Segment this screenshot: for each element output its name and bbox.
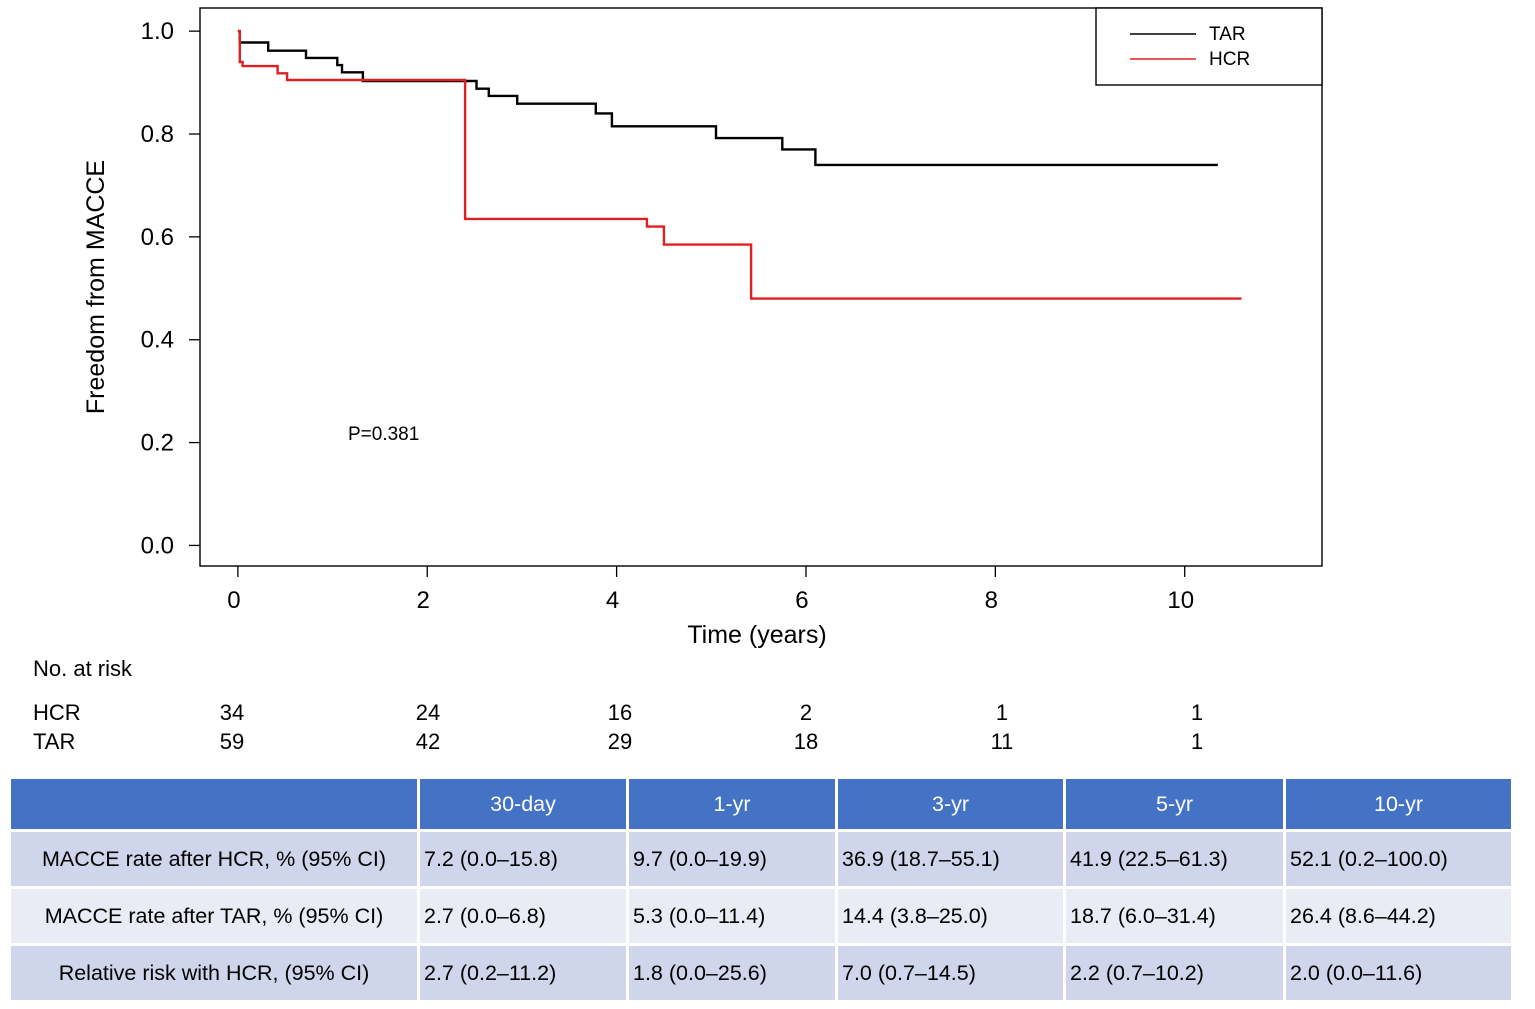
table-cell: 14.4 (3.8–25.0) — [838, 889, 1063, 943]
row-label: Relative risk with HCR, (95% CI) — [11, 946, 417, 1000]
table-cell: 2.2 (0.7–10.2) — [1066, 946, 1283, 1000]
y-tick-label: 0.0 — [141, 532, 174, 559]
x-axis-label: Time (years) — [687, 621, 826, 649]
table-row: MACCE rate after HCR, % (95% CI) 7.2 (0.… — [11, 832, 1511, 886]
table-cell: 2.0 (0.0–11.6) — [1286, 946, 1511, 1000]
table-cell: 9.7 (0.0–19.9) — [629, 832, 835, 886]
x-tick-label: 6 — [795, 587, 808, 614]
table-row: MACCE rate after TAR, % (95% CI) 2.7 (0.… — [11, 889, 1511, 943]
risk-value: 1 — [1190, 700, 1204, 725]
series-line-hcr — [237, 29, 1242, 300]
risk-value: 34 — [219, 700, 245, 725]
risk-value: 1 — [995, 700, 1009, 725]
y-axis: 0.0 0.2 0.4 0.6 0.8 1.0 — [141, 18, 200, 559]
risk-value: 18 — [793, 729, 819, 754]
y-tick-label: 0.6 — [141, 224, 174, 251]
risk-value: 1 — [1190, 729, 1204, 754]
header-cell-10-yr: 10-yr — [1286, 779, 1511, 829]
risk-value: 29 — [607, 729, 633, 754]
risk-row-label-hcr: HCR — [33, 700, 81, 725]
x-tick-label: 8 — [985, 587, 998, 614]
table-cell: 36.9 (18.7–55.1) — [838, 832, 1063, 886]
series-line-tar — [237, 29, 1218, 167]
header-cell-1-yr: 1-yr — [629, 779, 835, 829]
table-cell: 41.9 (22.5–61.3) — [1066, 832, 1283, 886]
table-cell: 2.7 (0.0–6.8) — [420, 889, 626, 943]
risk-value: 16 — [607, 700, 633, 725]
y-tick-label: 0.2 — [141, 430, 174, 457]
risk-row-label-tar: TAR — [33, 729, 76, 754]
header-cell-5-yr: 5-yr — [1066, 779, 1283, 829]
table-cell: 5.3 (0.0–11.4) — [629, 889, 835, 943]
p-value-annotation: P=0.381 — [348, 424, 419, 445]
table-cell: 1.8 (0.0–25.6) — [629, 946, 835, 1000]
x-tick-label: 4 — [606, 587, 619, 614]
x-axis: 0 2 4 6 8 10 — [227, 566, 1194, 614]
x-tick-label: 2 — [417, 587, 430, 614]
x-tick-label: 0 — [227, 587, 240, 614]
table-cell: 2.7 (0.2–11.2) — [420, 946, 626, 1000]
risk-value: 42 — [415, 729, 441, 754]
series-layer — [237, 29, 1242, 300]
risk-value: 59 — [219, 729, 245, 754]
risk-value: 2 — [799, 700, 813, 725]
header-cell-empty — [11, 779, 417, 829]
risk-table: No. at risk HCR TAR 34 24 16 2 1 1 59 42… — [0, 650, 1535, 760]
y-tick-label: 1.0 — [141, 18, 174, 45]
x-tick-label: 10 — [1167, 587, 1194, 614]
row-label: MACCE rate after HCR, % (95% CI) — [11, 832, 417, 886]
y-tick-label: 0.4 — [141, 327, 174, 354]
km-chart: 0.0 0.2 0.4 0.6 0.8 1.0 0 2 4 6 8 10 Freedom from … — [82, 7, 1323, 649]
legend: TAR HCR — [1095, 7, 1323, 86]
table-cell: 18.7 (6.0–31.4) — [1066, 889, 1283, 943]
table-row: Relative risk with HCR, (95% CI) 2.7 (0.… — [11, 946, 1511, 1000]
legend-box — [1095, 7, 1323, 86]
legend-label-tar: TAR — [1209, 24, 1246, 45]
risk-value: 11 — [990, 729, 1014, 754]
y-axis-label: Freedom from MACCE — [82, 160, 110, 414]
header-cell-30-day: 30-day — [420, 779, 626, 829]
risk-table-title: No. at risk — [33, 656, 133, 681]
table-cell: 26.4 (8.6–44.2) — [1286, 889, 1511, 943]
row-label: MACCE rate after TAR, % (95% CI) — [11, 889, 417, 943]
table-cell: 52.1 (0.2–100.0) — [1286, 832, 1511, 886]
plot-frame — [199, 7, 1323, 567]
table-cell: 7.0 (0.7–14.5) — [838, 946, 1063, 1000]
table-cell: 7.2 (0.0–15.8) — [420, 832, 626, 886]
header-cell-3-yr: 3-yr — [838, 779, 1063, 829]
legend-label-hcr: HCR — [1209, 49, 1250, 70]
y-tick-label: 0.8 — [141, 121, 174, 148]
table-header-row: 30-day 1-yr 3-yr 5-yr 10-yr — [11, 779, 1511, 829]
risk-value: 24 — [415, 700, 441, 725]
macce-summary-table: 30-day 1-yr 3-yr 5-yr 10-yr MACCE rate a… — [8, 776, 1514, 1003]
